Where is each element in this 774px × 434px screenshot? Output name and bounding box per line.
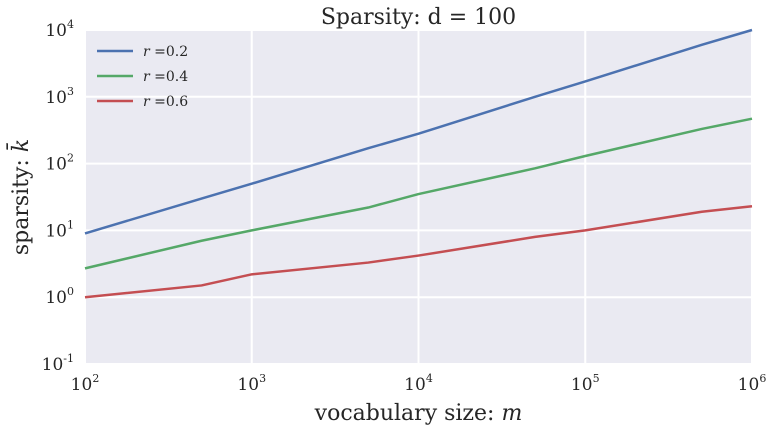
y-tick-label-5: 104 xyxy=(45,18,74,41)
legend: r =0.2 r =0.4 r =0.6 xyxy=(97,44,188,110)
y-tick-label-4: 103 xyxy=(45,85,74,108)
chart-title: Sparsity: d = 100 xyxy=(321,5,516,30)
grid-lines xyxy=(84,29,753,365)
series-lines xyxy=(84,28,753,299)
x-tick-label-4: 106 xyxy=(738,372,767,395)
y-tick-label-0: 10-1 xyxy=(42,352,74,375)
y-tick-label-2: 101 xyxy=(45,218,74,241)
x-tick-label-3: 105 xyxy=(571,372,600,395)
legend-label-1: r =0.4 xyxy=(143,69,188,85)
y-tick-labels: 10-1 100 101 102 103 104 xyxy=(42,18,74,375)
y-axis-label-var: k̄ xyxy=(6,139,34,152)
y-tick-label-1: 100 xyxy=(45,285,74,308)
series-line-0 xyxy=(84,28,753,235)
x-axis-label-var: m xyxy=(501,401,522,426)
x-axis-label: vocabulary size: m xyxy=(314,401,523,426)
y-axis-label: sparsity: k̄ xyxy=(6,139,34,255)
x-axis-label-text: vocabulary size: xyxy=(314,401,502,426)
legend-label-2: r =0.6 xyxy=(143,94,188,110)
y-axis-label-text: sparsity: xyxy=(9,152,34,255)
x-tick-label-2: 104 xyxy=(404,372,433,395)
x-tick-label-0: 102 xyxy=(71,372,100,395)
series-line-2 xyxy=(84,204,753,299)
x-tick-label-1: 103 xyxy=(237,372,266,395)
x-tick-labels: 102 103 104 105 106 xyxy=(71,372,767,395)
y-tick-label-3: 102 xyxy=(45,152,74,175)
legend-label-0: r =0.2 xyxy=(143,44,188,60)
series-line-1 xyxy=(84,117,753,270)
